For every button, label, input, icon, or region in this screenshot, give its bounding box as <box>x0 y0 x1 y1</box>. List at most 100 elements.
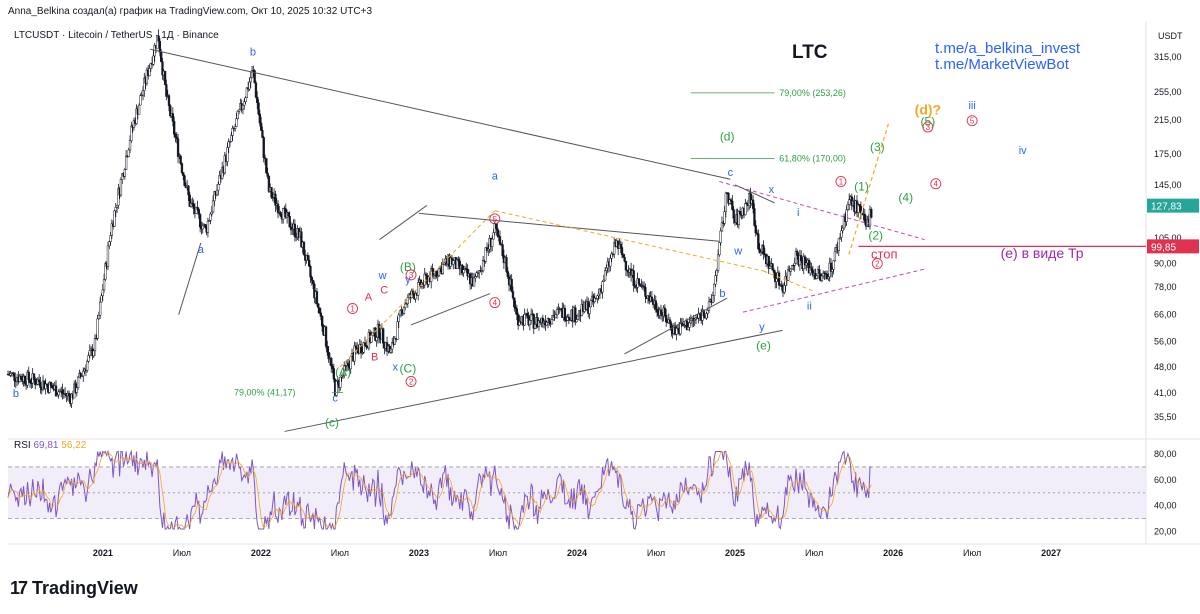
wave-label: C <box>380 285 388 297</box>
candle-body <box>472 277 476 287</box>
candle-body <box>263 157 267 159</box>
candle-body <box>152 55 155 65</box>
candle-body <box>169 105 172 117</box>
symbol-title[interactable]: LTCUSDT · Litecoin / TetherUS · 1Д · Bin… <box>14 30 219 41</box>
price-axis-tick-label: 315,00 <box>1154 52 1182 62</box>
rsi-axis-tick-label: 20,00 <box>1154 527 1177 537</box>
candle-body <box>167 95 171 106</box>
candle-body <box>38 379 41 383</box>
candle-body <box>528 320 532 326</box>
candle-body <box>622 254 625 258</box>
candle-body <box>49 381 52 386</box>
candle-body <box>206 220 210 233</box>
candle-body <box>620 247 624 256</box>
candle-body <box>244 97 247 102</box>
candle-body <box>324 326 328 347</box>
candle-body <box>274 193 277 206</box>
candle-body <box>102 279 106 291</box>
tradingview-logo[interactable]: 17 TradingView <box>10 578 138 599</box>
candle-body <box>702 309 705 316</box>
candle-body <box>800 255 803 262</box>
candle-body <box>327 352 330 360</box>
candle-body <box>737 211 741 226</box>
wave-projection-line <box>763 270 815 292</box>
candle-body <box>330 358 333 367</box>
wave-label: i <box>797 207 799 219</box>
candle-body <box>217 183 220 191</box>
time-axis-tick-label: 2021 <box>93 548 113 558</box>
price-axis-tick-label: 66,00 <box>1154 310 1177 320</box>
tradingview-logo-icon: 17 <box>10 578 28 598</box>
rsi-axis-tick-label: 40,00 <box>1154 501 1177 511</box>
candle-body <box>589 300 593 308</box>
candle-body <box>67 392 71 397</box>
candle-body <box>211 200 215 213</box>
candle-body <box>97 315 101 320</box>
candle-body <box>192 203 195 209</box>
candle-body <box>815 275 818 279</box>
candle-body <box>818 269 821 274</box>
candle-body <box>724 192 728 213</box>
wave-label: w <box>378 270 387 282</box>
candle-body <box>266 172 269 177</box>
time-axis-tick-label: 2025 <box>725 548 745 558</box>
price-axis-tick-label: 105,00 <box>1154 233 1182 243</box>
candle-body <box>659 309 663 315</box>
candle-body <box>326 346 329 353</box>
wave-label: w <box>733 246 742 258</box>
wave-label: iv <box>1019 145 1027 157</box>
candle-body <box>605 267 608 271</box>
candle-body <box>374 327 377 341</box>
candle-body <box>57 391 60 396</box>
candle-body <box>496 228 499 236</box>
candle-body <box>50 384 54 389</box>
candle-body <box>431 268 434 272</box>
candle-body <box>354 345 358 349</box>
wave-label: b <box>719 288 725 300</box>
candle-body <box>310 276 313 281</box>
candle-body <box>437 268 441 277</box>
candle-body <box>848 199 851 205</box>
candle-body <box>201 225 204 230</box>
candle-body <box>249 77 252 83</box>
channel-line <box>624 297 728 355</box>
channel-line <box>178 242 202 315</box>
candle-body <box>82 370 85 377</box>
candle-body <box>554 314 557 318</box>
candle-body <box>87 355 90 362</box>
candle-body <box>526 312 529 317</box>
candle-body <box>398 310 402 316</box>
candle-body <box>226 147 229 162</box>
price-axis-tick-label: 145,00 <box>1154 180 1182 190</box>
candle-body <box>318 307 321 314</box>
candle-body <box>789 268 792 272</box>
wave-label: (3) <box>870 140 885 154</box>
candle-body <box>462 269 465 274</box>
candle-body <box>402 307 406 314</box>
candle-body <box>173 120 176 135</box>
last-price-tag <box>1147 198 1199 213</box>
candle-body <box>655 308 659 313</box>
wave-label: ii <box>807 301 812 313</box>
candle-body <box>624 260 628 271</box>
price-axis-currency: USDT <box>1158 31 1183 41</box>
stop-label: стоп <box>871 246 898 261</box>
candle-body <box>311 280 315 285</box>
candle-body <box>141 90 145 96</box>
candle-body <box>101 289 104 297</box>
candle-body <box>113 210 116 227</box>
candle-body <box>777 272 781 286</box>
candle-body <box>567 316 570 319</box>
rsi-label: RSI <box>14 440 31 451</box>
candle-body <box>545 322 548 326</box>
candle-body <box>302 242 306 256</box>
candle-body <box>714 275 717 285</box>
promo-link-1[interactable]: t.me/a_belkina_invest <box>935 40 1081 57</box>
promo-link-2[interactable]: t.me/MarketViewBot <box>935 56 1069 73</box>
wave-label: x <box>769 184 775 196</box>
candle-body <box>248 81 251 90</box>
candle-body <box>665 314 668 323</box>
candle-body <box>753 208 756 226</box>
candle-body <box>331 365 334 369</box>
